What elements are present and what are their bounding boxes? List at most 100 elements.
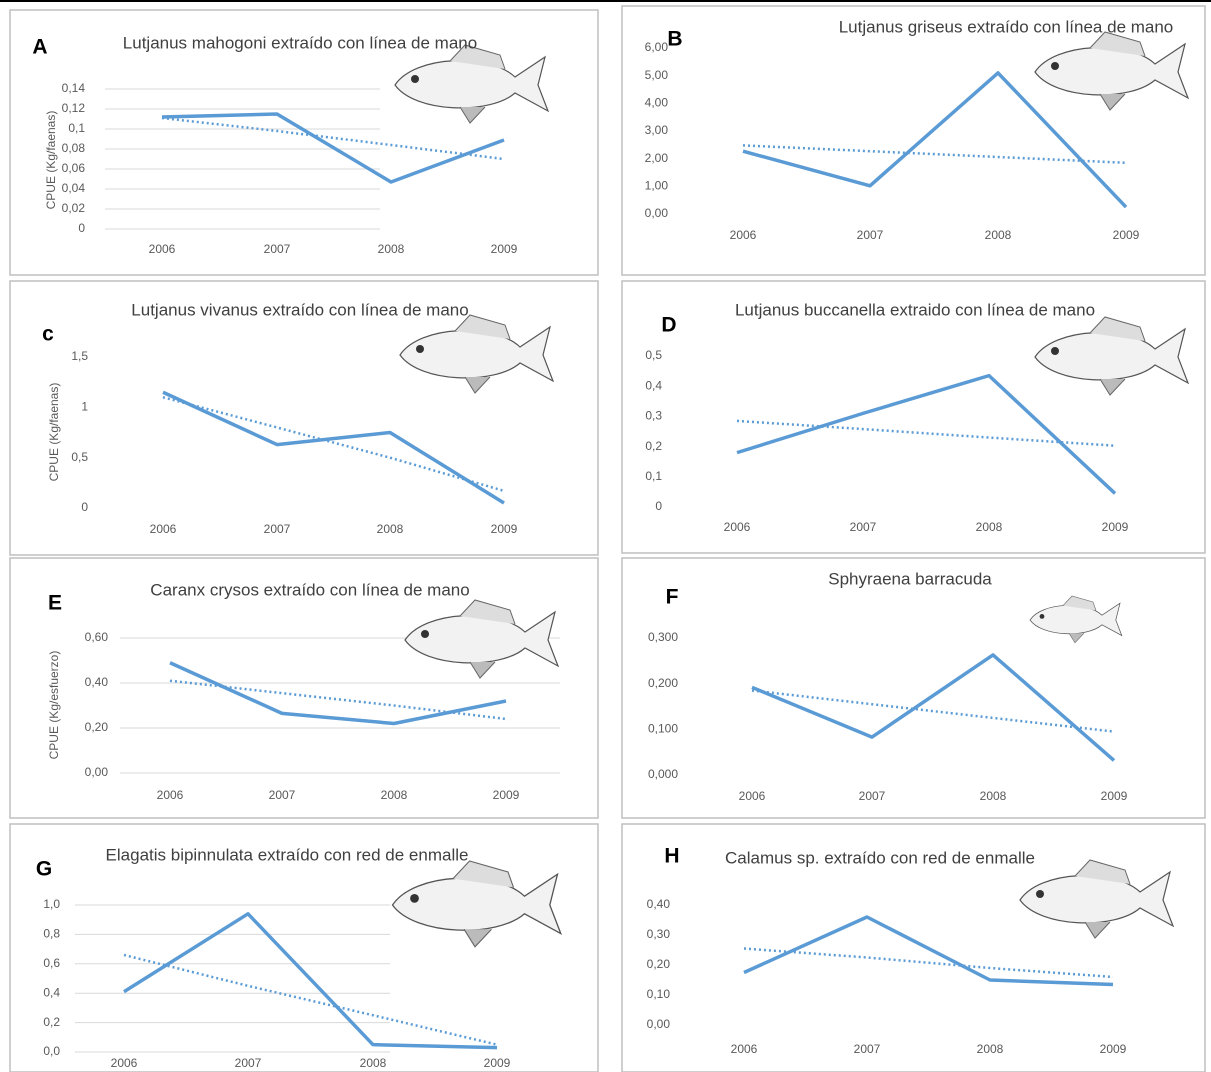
y-tick-label: 1,5	[71, 349, 88, 363]
y-tick-label: 2,00	[645, 151, 669, 165]
x-tick-label: 2007	[850, 520, 877, 534]
x-tick-label: 2007	[854, 1042, 881, 1056]
y-tick-label: 0,10	[647, 987, 671, 1001]
y-tick-label: 0,5	[645, 348, 662, 362]
y-tick-label: 0,8	[43, 927, 60, 941]
y-tick-label: 0,08	[62, 141, 86, 155]
y-tick-label: 0	[78, 221, 85, 235]
y-tick-label: 0	[655, 499, 662, 513]
y-tick-label: 0,5	[71, 450, 88, 464]
chart-title: Lutjanus vivanus extraído con línea de m…	[131, 300, 468, 319]
panel-label: H	[664, 845, 679, 868]
y-tick-label: 3,00	[645, 123, 669, 137]
y-tick-label: 1,0	[43, 897, 60, 911]
chart-panel: 0,001,002,003,004,005,006,00200620072008…	[622, 6, 1205, 275]
chart-title: Lutjanus mahogoni extraído con línea de …	[123, 33, 477, 52]
y-tick-label: 0,300	[648, 630, 678, 644]
y-axis-label: CPUE (Kg/faenas)	[47, 383, 61, 482]
x-tick-label: 2006	[157, 788, 184, 802]
chart-title: Lutjanus buccanella extraido con línea d…	[735, 300, 1095, 319]
panel-label: E	[48, 592, 62, 615]
y-tick-label: 0,200	[648, 676, 678, 690]
figure: 00,020,040,060,080,10,120,14200620072008…	[0, 0, 1211, 1072]
chart-title: Caranx crysos extraído con línea de mano	[150, 580, 469, 599]
panel-border	[10, 281, 598, 555]
panel-label: F	[666, 586, 679, 609]
x-tick-label: 2009	[484, 1056, 511, 1070]
y-axis-label: CPUE (Kg/esfuerzo)	[47, 651, 61, 760]
chart-title: Lutjanus griseus extraído con línea de m…	[839, 17, 1174, 36]
x-tick-label: 2007	[235, 1056, 262, 1070]
x-tick-label: 2006	[111, 1056, 138, 1070]
y-tick-label: 0,2	[43, 1015, 60, 1029]
panel-label: G	[36, 858, 52, 881]
panel-label: B	[667, 28, 682, 51]
y-tick-label: 0,02	[62, 201, 86, 215]
x-tick-label: 2009	[491, 242, 518, 256]
y-tick-label: 0,4	[43, 985, 60, 999]
x-tick-label: 2009	[493, 788, 520, 802]
panel-label: c	[42, 323, 54, 346]
x-tick-label: 2007	[264, 242, 291, 256]
y-tick-label: 0,40	[647, 897, 671, 911]
fish-eye	[1051, 62, 1059, 70]
x-tick-label: 2008	[985, 228, 1012, 242]
x-tick-label: 2008	[977, 1042, 1004, 1056]
x-tick-label: 2008	[381, 788, 408, 802]
x-tick-label: 2006	[730, 228, 757, 242]
x-tick-label: 2007	[264, 522, 291, 536]
x-tick-label: 2008	[980, 789, 1007, 803]
fish-eye	[1051, 347, 1059, 355]
y-tick-label: 0,100	[648, 722, 678, 736]
x-tick-label: 2008	[976, 520, 1003, 534]
x-tick-label: 2008	[360, 1056, 387, 1070]
y-tick-label: 1,00	[645, 179, 669, 193]
y-tick-label: 1	[81, 400, 88, 414]
y-tick-label: 0,12	[62, 101, 86, 115]
x-tick-label: 2007	[857, 228, 884, 242]
y-tick-label: 0,1	[68, 121, 85, 135]
y-tick-label: 0,60	[85, 630, 109, 644]
y-tick-label: 0,1	[645, 469, 662, 483]
chart-title: Elagatis bipinnulata extraído con red de…	[106, 845, 469, 864]
fish-eye	[421, 630, 429, 638]
x-tick-label: 2006	[149, 242, 176, 256]
y-tick-label: 4,00	[645, 96, 669, 110]
x-tick-label: 2006	[739, 789, 766, 803]
y-tick-label: 0	[81, 500, 88, 514]
x-tick-label: 2008	[377, 522, 404, 536]
x-tick-label: 2007	[269, 788, 296, 802]
x-tick-label: 2006	[731, 1042, 758, 1056]
chart-panel: 00,020,040,060,080,10,120,14200620072008…	[10, 10, 598, 275]
y-tick-label: 0,20	[85, 720, 109, 734]
y-tick-label: 0,000	[648, 767, 678, 781]
x-tick-label: 2008	[378, 242, 405, 256]
x-tick-label: 2009	[1102, 520, 1129, 534]
chart-panel: 0 0,5 1 1,5 2006 2007 2008 2009 Lutjanus vivanus…	[10, 281, 598, 555]
x-tick-label: 2009	[1100, 1042, 1127, 1056]
y-tick-label: 0,00	[85, 765, 109, 779]
x-tick-label: 2006	[150, 522, 177, 536]
y-tick-label: 0,04	[62, 181, 86, 195]
panel-label: D	[661, 314, 676, 337]
chart-title: Calamus sp. extraído con red de enmalle	[725, 848, 1035, 867]
fish-eye	[411, 75, 419, 83]
fish-eye	[1040, 614, 1045, 619]
y-tick-label: 0,4	[645, 378, 662, 392]
y-tick-label: 0,0	[43, 1044, 60, 1058]
fish-eye	[410, 894, 419, 903]
y-tick-label: 0,20	[647, 957, 671, 971]
x-tick-label: 2007	[859, 789, 886, 803]
y-tick-label: 0,14	[62, 81, 86, 95]
x-tick-label: 2009	[1101, 789, 1128, 803]
panel-label: A	[32, 36, 47, 59]
x-tick-label: 2009	[491, 522, 518, 536]
fish-eye	[1036, 890, 1044, 898]
y-tick-label: 6,00	[645, 40, 669, 54]
y-tick-label: 0,30	[647, 927, 671, 941]
chart-panel: 0,000 0,100 0,200 0,300 2006 2007 2008 2009 Sphy…	[622, 558, 1205, 818]
chart-title: Sphyraena barracuda	[828, 569, 992, 588]
